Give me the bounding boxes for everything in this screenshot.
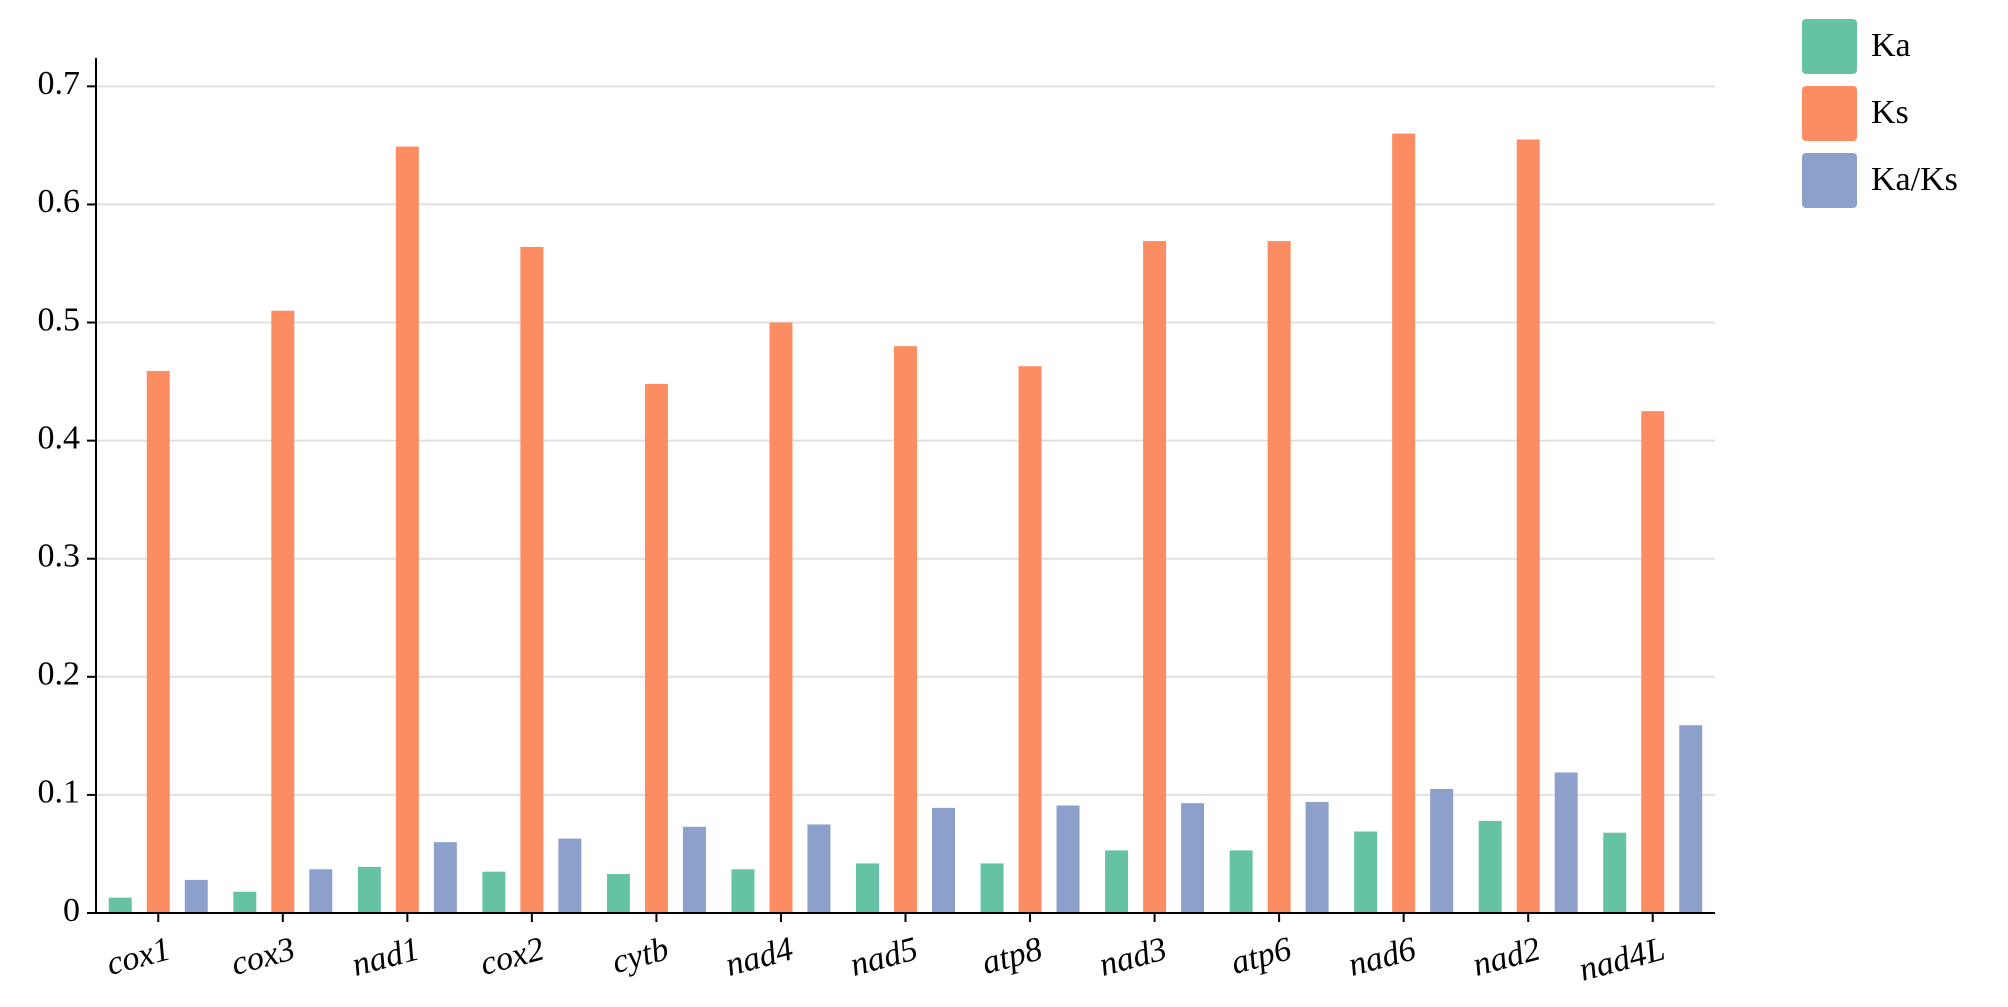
y-tick-label: 0.1 (38, 774, 81, 811)
legend-swatch (1802, 19, 1857, 74)
y-tick-label: 0.5 (38, 301, 81, 338)
bar (1641, 411, 1665, 913)
y-tick-label: 0.2 (38, 656, 81, 693)
x-tick-label: atp8 (978, 931, 1046, 982)
bar (1554, 772, 1578, 913)
x-tick-label: nad3 (1095, 931, 1170, 984)
bar (482, 871, 506, 913)
legend-label: Ka (1871, 27, 1911, 64)
bar (894, 346, 917, 913)
bar (1056, 805, 1080, 913)
bar (1181, 803, 1205, 913)
bar (1229, 850, 1253, 913)
x-tick-label: cytb (608, 931, 672, 981)
bar (357, 866, 381, 913)
bar (271, 310, 295, 913)
bar (1679, 725, 1703, 913)
x-tick-label: cox3 (227, 931, 299, 983)
bar (606, 874, 630, 913)
bar (856, 863, 879, 913)
bar (1305, 801, 1329, 913)
bar (395, 146, 419, 913)
y-tick-label: 0.4 (38, 419, 81, 456)
bar (1430, 789, 1454, 913)
bar (558, 838, 582, 913)
x-tick-label: nad2 (1469, 931, 1544, 984)
bar (309, 869, 333, 913)
bar (1354, 831, 1378, 913)
x-tick-label: cox2 (476, 931, 548, 983)
legend-swatch (1802, 86, 1857, 141)
bar (1105, 850, 1129, 913)
bar (1603, 832, 1627, 913)
bar (644, 383, 668, 914)
y-tick-label: 0.7 (38, 65, 81, 102)
y-tick-label: 0.3 (38, 538, 81, 575)
bar (769, 322, 793, 913)
bar (1516, 139, 1540, 913)
y-tick-label: 0 (63, 892, 80, 929)
x-tick-label: cox1 (103, 931, 175, 983)
bar (1267, 241, 1291, 913)
x-tick-label: nad4 (722, 931, 797, 984)
bar (433, 842, 457, 913)
bar (1143, 241, 1167, 913)
bar (731, 869, 755, 913)
legend-swatch (1802, 153, 1857, 208)
x-tick-label: nad6 (1344, 931, 1419, 984)
bar (520, 246, 544, 914)
legend-label: Ks (1871, 94, 1909, 131)
bar (1392, 133, 1416, 914)
bar (1018, 366, 1042, 914)
bar (108, 897, 132, 913)
y-tick-label: 0.6 (38, 183, 81, 220)
x-tick-label: atp6 (1227, 931, 1295, 982)
bar (807, 824, 831, 913)
legend-label: Ka/Ks (1871, 161, 1958, 198)
x-tick-label: nad1 (348, 931, 423, 984)
bar (146, 370, 170, 914)
bar (233, 891, 257, 913)
bar (980, 863, 1004, 913)
bar (682, 826, 706, 913)
bar (932, 807, 955, 913)
bar (1478, 820, 1502, 913)
bar (184, 879, 208, 913)
x-tick-label: nad5 (846, 931, 921, 984)
x-tick-label: nad4L (1575, 931, 1669, 989)
